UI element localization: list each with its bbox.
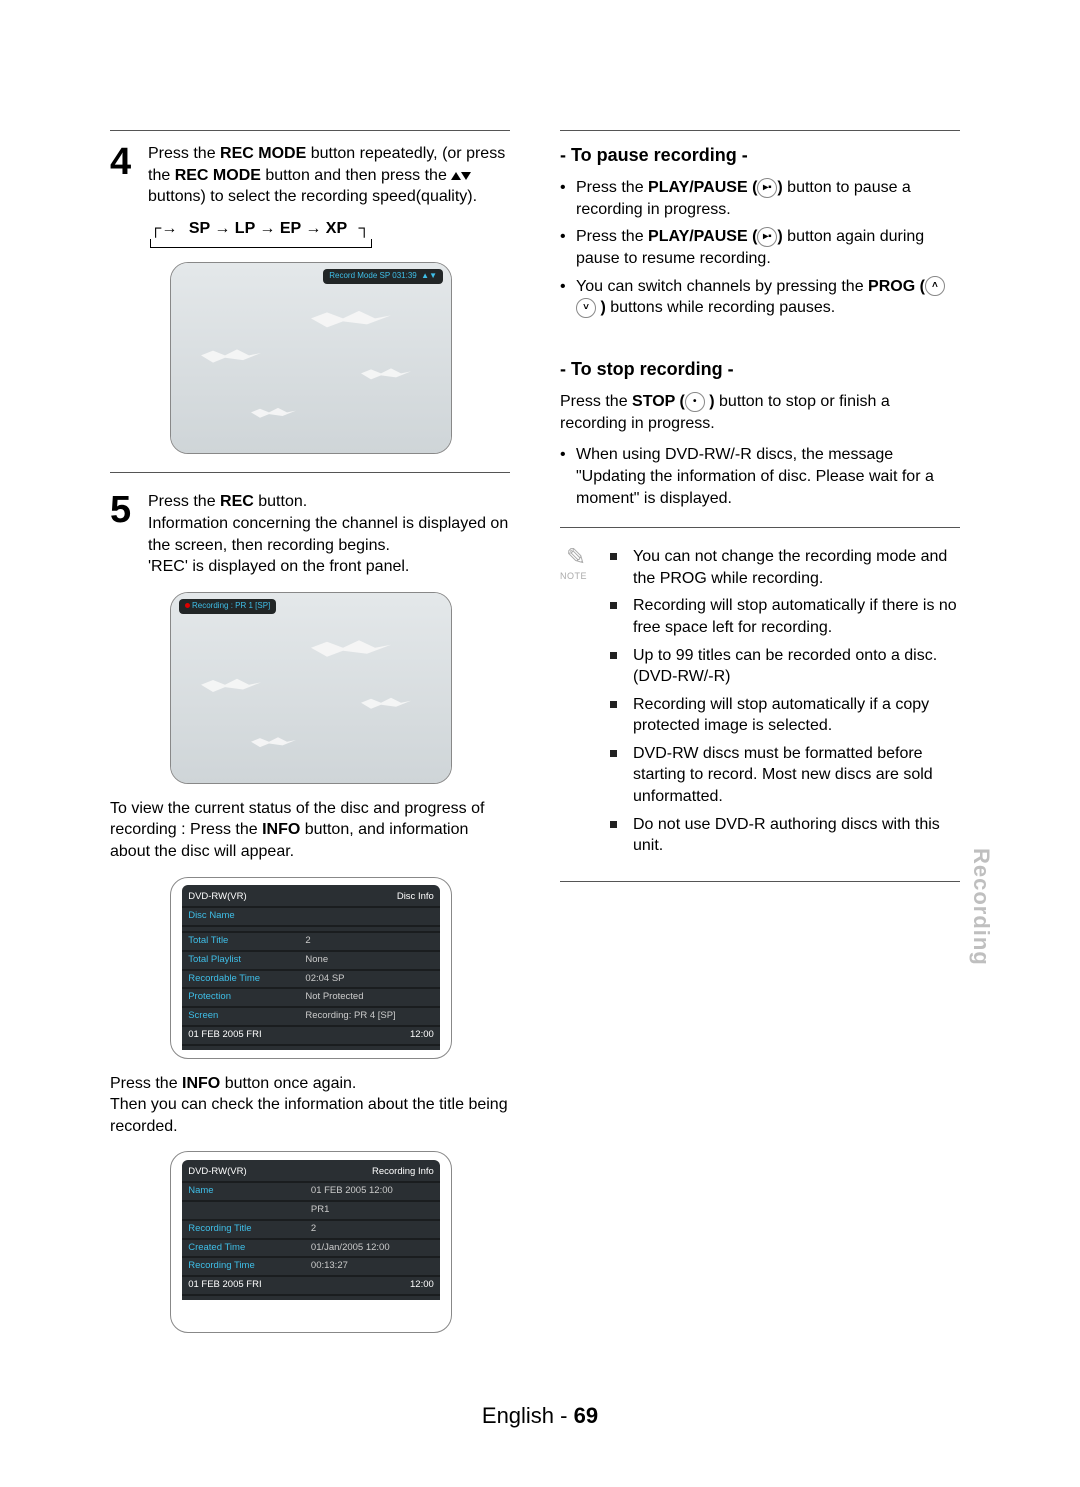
prog-down-icon: ˅ [576,298,596,318]
record-mode-pill: Record Mode SP 031:39 ▲▼ [323,269,443,284]
note-list: You can not change the recording mode an… [610,546,960,863]
play-pause-icon: ▸▪ [757,227,777,247]
stop-bullet: •When using DVD-RW/-R discs, the message… [560,444,960,509]
note-item: Recording will stop automatically if a c… [610,694,960,737]
right-column: - To pause recording - •Press the PLAY/P… [560,130,960,1347]
step-4-text: Press the REC MODE button repeatedly, (o… [148,143,510,208]
step-5-text: Press the REC button. Information concer… [148,491,510,577]
note-item: Up to 99 titles can be recorded onto a d… [610,645,960,688]
mode-cycle: ┌→SP → LP → EP → XP┐ [150,218,510,249]
screen-recording: Recording : PR 1 [SP] [170,592,452,784]
note-box: ✎ NOTE You can not change the recording … [560,546,960,863]
note-icon: ✎ [560,546,592,570]
left-column: 4 Press the REC MODE button repeatedly, … [110,130,510,1347]
disc-info-table: DVD-RW(VR)Disc Info Disc Name Total Titl… [182,889,440,1046]
rec-dot-icon [185,603,190,608]
stop-text: Press the STOP (• ) button to stop or fi… [560,391,960,434]
recording-pill: Recording : PR 1 [SP] [179,599,276,614]
step-5: 5 Press the REC button. Information conc… [110,491,510,577]
step-4: 4 Press the REC MODE button repeatedly, … [110,143,510,208]
pause-bullet-2: •Press the PLAY/PAUSE (▸▪) button again … [560,226,960,269]
recording-info-panel: DVD-RW(VR)Recording Info Name01 FEB 2005… [170,1151,452,1333]
info-instruction: To view the current status of the disc a… [110,798,510,863]
up-triangle-icon [451,172,461,180]
section-tab: Recording [966,848,996,966]
step-number-5: 5 [110,491,140,577]
prog-up-icon: ˄ [925,276,945,296]
stop-icon: • [685,392,705,412]
pause-heading: - To pause recording - [560,143,960,167]
info-again-instruction: Press the INFO button once again. Then y… [110,1073,510,1138]
recording-info-table: DVD-RW(VR)Recording Info Name01 FEB 2005… [182,1164,440,1296]
page-footer: English - 69 [0,1401,1080,1431]
stop-heading: - To stop recording - [560,357,960,381]
note-item: Do not use DVD-R authoring discs with th… [610,814,960,857]
page-content: 4 Press the REC MODE button repeatedly, … [0,0,1080,1407]
pause-bullet-1: •Press the PLAY/PAUSE (▸▪) button to pau… [560,177,960,220]
disc-info-panel: DVD-RW(VR)Disc Info Disc Name Total Titl… [170,877,452,1059]
play-pause-icon: ▸▪ [757,178,777,198]
down-triangle-icon [461,172,471,180]
pause-bullet-3: •You can switch channels by pressing the… [560,276,960,319]
screen-record-mode: Record Mode SP 031:39 ▲▼ [170,262,452,454]
note-icon-col: ✎ NOTE [560,546,592,863]
note-item: DVD-RW discs must be formatted before st… [610,743,960,808]
step-number-4: 4 [110,143,140,208]
note-item: Recording will stop automatically if the… [610,595,960,638]
note-item: You can not change the recording mode an… [610,546,960,589]
